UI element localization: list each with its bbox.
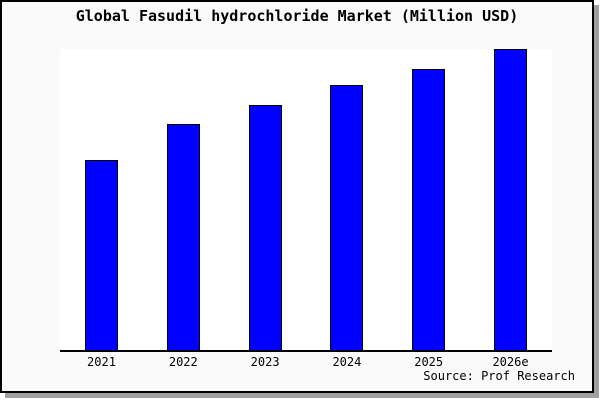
x-tick-label-2024: 2024 [332,355,362,369]
bar-2023 [248,105,282,350]
bar-2022 [166,124,200,350]
x-tick-label-2023: 2023 [250,355,280,369]
bar-2024 [330,85,364,350]
plot-area [60,49,552,352]
source-text: Source: Prof Research [423,369,575,383]
bar-2025 [412,69,446,350]
chart-frame: Global Fasudil hydrochloride Market (Mil… [0,0,594,393]
bar-2026e [494,49,527,350]
bar-2021 [85,160,118,350]
x-tick-label-2025: 2025 [414,355,444,369]
x-tick-label-2026e: 2026e [492,355,529,369]
chart-title: Global Fasudil hydrochloride Market (Mil… [75,7,519,25]
x-axis-labels: 2021 2022 2023 2024 2025 2026e [60,355,552,371]
x-tick-label-2021: 2021 [87,355,116,369]
x-tick-label-2022: 2022 [168,355,198,369]
